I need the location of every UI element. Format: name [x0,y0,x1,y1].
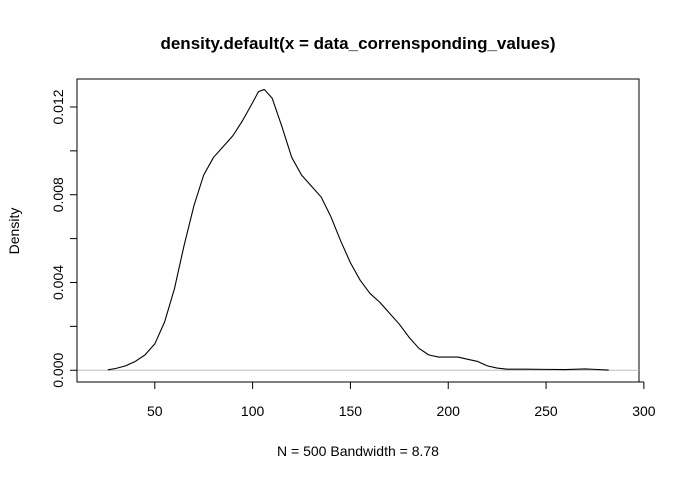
y-axis: 0.000 0.004 0.008 0.012 [50,89,78,388]
chart-title: density.default(x = data_corrensponding_… [160,34,555,53]
x-tick-label: 250 [534,403,558,419]
y-tick-label: 0.000 [50,353,66,388]
density-curve [107,88,609,371]
x-tick-label: 50 [147,403,163,419]
x-tick-label: 100 [241,403,265,419]
y-tick-label: 0.004 [50,265,66,300]
y-tick-label: 0.008 [50,177,66,212]
series-layer [107,88,609,371]
x-axis-label: N = 500 Bandwidth = 8.78 [277,443,439,459]
x-tick-label: 300 [632,403,656,419]
x-tick-label: 200 [437,403,461,419]
x-tick-label: 150 [339,403,363,419]
plot-frame [76,78,640,383]
y-axis-label: Density [6,208,22,255]
y-tick-label: 0.012 [50,89,66,124]
x-axis: 50 100 150 200 250 300 [147,381,656,419]
